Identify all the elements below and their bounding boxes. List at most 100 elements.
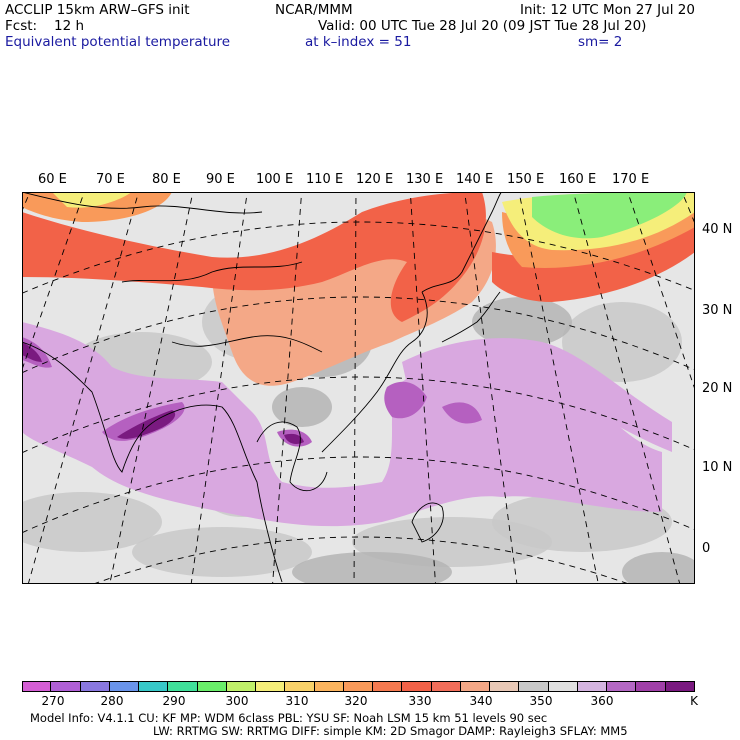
longitude-label: 120 E [356, 172, 394, 187]
model-title: ACCLIP 15km ARW–GFS init [5, 2, 190, 18]
colorbar-label: 310 [285, 694, 309, 708]
colorbar-label: 280 [100, 694, 124, 708]
longitude-label: 140 E [456, 172, 494, 187]
colorbar-swatch [402, 681, 432, 692]
longitude-label: 170 E [612, 172, 650, 187]
longitude-label: 90 E [206, 172, 235, 187]
red-high-theta-e-band [22, 192, 486, 322]
colorbar-swatch [314, 681, 344, 692]
longitude-label: 100 E [256, 172, 294, 187]
model-info-line2: LW: RRTMG SW: RRTMG DIFF: simple KM: 2D … [153, 724, 628, 738]
light-purple-region-east [402, 338, 672, 452]
graticule-line [409, 192, 436, 584]
green-region [532, 192, 687, 239]
init-time: Init: 12 UTC Mon 27 Jul 20 [520, 2, 695, 18]
colorbar-swatch [460, 681, 491, 692]
colorbar-swatch [285, 681, 315, 692]
graticule-line [353, 192, 357, 584]
colorbar-swatch [109, 681, 140, 692]
coastline [121, 261, 303, 283]
map-frame [22, 192, 695, 584]
colorbar-swatch [343, 681, 374, 692]
graticule-line [27, 192, 140, 584]
latitude-label: 10 N [702, 460, 733, 475]
dark-purple-core [22, 342, 304, 444]
colorbar-label: 300 [225, 694, 249, 708]
colorbar-swatch [256, 681, 286, 692]
latitude-label: 30 N [702, 303, 733, 318]
graticule-line [22, 221, 695, 294]
forecast-label: Fcst: [5, 18, 38, 34]
level-index: at k–index = 51 [305, 34, 412, 50]
colorbar-label: 330 [408, 694, 432, 708]
colorbar-swatch [373, 681, 403, 692]
colorbar-swatch [226, 681, 257, 692]
coastline [411, 502, 444, 543]
colorbar-frame [22, 681, 695, 692]
colorbar-label: 320 [344, 694, 368, 708]
graticule-line [572, 192, 681, 584]
center-label: NCAR/MMM [275, 2, 353, 18]
colorbar-swatch [51, 681, 81, 692]
coastline [421, 192, 503, 293]
longitude-label: 60 E [38, 172, 67, 187]
coastline [256, 421, 328, 492]
colorbar-swatch [168, 681, 198, 692]
latitude-label: 40 N [702, 222, 733, 237]
valid-time: Valid: 00 UTC Tue 28 Jul 20 (09 JST Tue … [318, 18, 647, 34]
colorbar-swatch [197, 681, 227, 692]
colorbar-swatch [636, 681, 666, 692]
colorbar-label: K [690, 694, 698, 708]
colorbar-swatch [490, 681, 520, 692]
graticule-line [22, 192, 85, 371]
colorbar-label: 360 [590, 694, 614, 708]
colorbar-swatch [139, 681, 169, 692]
colorbar-label: 290 [162, 694, 186, 708]
graticule-line [272, 192, 303, 584]
longitude-label: 70 E [96, 172, 125, 187]
graticule-line [22, 296, 695, 374]
gray-patch [22, 492, 162, 552]
forecast-hours: 12 h [54, 18, 85, 34]
medium-purple-region [22, 337, 482, 447]
equivalent-potential-temperature-map [22, 192, 695, 584]
coastline [441, 291, 501, 343]
colorbar-label: 270 [41, 694, 65, 708]
smoothing-label: sm= 2 [578, 34, 623, 50]
graticule-line [190, 192, 248, 584]
colorbar-label: 340 [469, 694, 493, 708]
graticule-line [464, 192, 518, 584]
gray-patch [132, 527, 312, 577]
coastline [22, 341, 283, 583]
coastline [22, 192, 263, 214]
graticule-lines [22, 192, 695, 584]
graticule-line [518, 192, 599, 584]
colorbar-swatch [607, 681, 637, 692]
gray-patch [292, 552, 452, 584]
colorbar-label: 350 [529, 694, 553, 708]
longitude-label: 160 E [559, 172, 597, 187]
graticule-line [627, 192, 695, 391]
colorbar-swatch [548, 681, 578, 692]
longitude-label: 110 E [306, 172, 344, 187]
graticule-line [22, 456, 695, 534]
coastlines-borders [22, 192, 503, 583]
gray-patch [272, 387, 332, 427]
gray-patch [622, 552, 695, 584]
model-info-line1: Model Info: V4.1.1 CU: KF MP: WDM 6class… [30, 711, 548, 725]
field-name: Equivalent potential temperature [5, 34, 231, 50]
longitude-label: 130 E [406, 172, 444, 187]
orange-region [22, 192, 695, 268]
colorbar-swatch [431, 681, 461, 692]
longitude-label: 80 E [152, 172, 181, 187]
colorbar-swatch [80, 681, 110, 692]
latitude-label: 20 N [702, 381, 733, 396]
colorbar-swatch [577, 681, 608, 692]
graticule-line [22, 376, 695, 454]
colorbar-swatch [519, 681, 549, 692]
latitude-label: 0 [702, 541, 711, 556]
colorbar-swatch [22, 681, 52, 692]
graticule-line [109, 192, 194, 584]
longitude-label: 150 E [507, 172, 545, 187]
coastline [171, 335, 323, 353]
